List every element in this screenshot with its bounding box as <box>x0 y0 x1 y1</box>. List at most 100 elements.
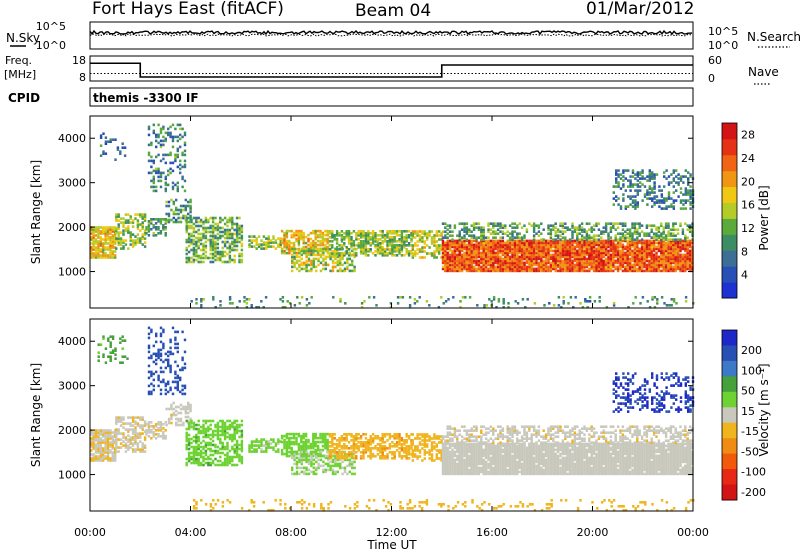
echo-cell <box>202 221 204 224</box>
echo-cell <box>586 258 588 261</box>
echo-cell <box>534 302 536 305</box>
echo-cell <box>148 345 150 348</box>
echo-cell <box>521 226 523 229</box>
echo-cell <box>603 226 605 229</box>
echo-cell <box>217 422 219 425</box>
echo-cell <box>473 234 475 237</box>
echo-cell <box>132 233 134 236</box>
echo-cell <box>672 238 674 241</box>
echo-cell <box>118 416 120 419</box>
echo-cell <box>639 189 641 192</box>
echo-cell <box>360 230 362 233</box>
echo-cell <box>174 154 176 157</box>
echo-cell <box>303 268 305 271</box>
echo-cell <box>599 300 601 303</box>
echo-cell <box>107 246 109 249</box>
echo-cell <box>202 436 204 439</box>
echo-cell <box>148 391 150 394</box>
echo-cell <box>165 383 167 386</box>
echo-cell <box>509 224 511 227</box>
echo-cell <box>444 222 446 225</box>
echo-cell <box>368 296 370 299</box>
echo-cell <box>504 224 506 227</box>
echo-cell <box>293 248 295 251</box>
echo-cell <box>198 428 200 431</box>
echo-cell <box>570 296 572 299</box>
echo-cell <box>193 217 195 220</box>
echo-cell <box>519 256 521 259</box>
echo-cell <box>416 230 418 233</box>
echo-cell <box>169 351 171 354</box>
echo-cell <box>605 240 607 243</box>
echo-cell <box>150 160 152 163</box>
echo-cell <box>118 428 120 431</box>
echo-cell <box>212 217 214 220</box>
echo-cell <box>689 250 691 253</box>
echo-cell <box>514 240 516 243</box>
echo-cell <box>679 238 681 241</box>
echo-cell <box>153 130 155 133</box>
echo-cell <box>118 219 120 222</box>
echo-cell <box>363 300 365 303</box>
echo-cell <box>212 420 214 423</box>
echo-cell <box>200 450 202 453</box>
echo-cell <box>543 260 545 263</box>
echo-cell <box>165 429 167 432</box>
echo-cell <box>114 254 116 257</box>
echo-cell <box>205 442 207 445</box>
echo-cell <box>684 222 686 225</box>
echo-cell <box>651 197 653 200</box>
echo-cell <box>389 236 391 239</box>
echo-cell <box>391 236 393 239</box>
echo-cell <box>162 126 164 129</box>
echo-cell <box>134 239 136 242</box>
echo-cell <box>165 182 167 185</box>
echo-cell <box>349 258 351 261</box>
echo-cell <box>102 226 104 229</box>
echo-cell <box>165 132 167 135</box>
echo-cell <box>98 351 100 354</box>
echo-cell <box>451 250 453 253</box>
echo-cell <box>394 254 396 257</box>
echo-cell <box>226 241 228 244</box>
echo-cell <box>545 240 547 243</box>
echo-cell <box>637 189 639 192</box>
echo-cell <box>632 199 634 202</box>
echo-cell <box>205 245 207 248</box>
echo-cell <box>653 173 655 176</box>
echo-cell <box>130 436 132 439</box>
echo-cell <box>426 252 428 255</box>
echo-cell <box>148 377 150 380</box>
echo-cell <box>559 222 561 225</box>
echo-cell <box>396 240 398 243</box>
echo-cell <box>160 381 162 384</box>
echo-cell <box>168 205 170 208</box>
echo-cell <box>538 240 540 243</box>
echo-cell <box>663 226 665 229</box>
echo-cell <box>95 238 97 241</box>
echo-cell <box>132 428 134 431</box>
echo-cell <box>222 251 224 254</box>
echo-cell <box>377 238 379 241</box>
echo-cell <box>210 462 212 465</box>
echo-cell <box>447 224 449 227</box>
echo-cell <box>224 446 226 449</box>
echo-cell <box>150 228 152 231</box>
echo-cell <box>170 414 172 417</box>
echo-cell <box>610 226 612 229</box>
echo-cell <box>444 234 446 237</box>
echo-cell <box>195 298 197 301</box>
echo-cell <box>195 458 197 461</box>
echo-cell <box>588 222 590 225</box>
echo-cell <box>599 296 601 299</box>
echo-cell <box>324 244 326 247</box>
echo-cell <box>190 219 192 222</box>
echo-cell <box>177 351 179 354</box>
echo-cell <box>431 236 433 239</box>
echo-cell <box>291 234 293 237</box>
echo-cell <box>179 391 181 394</box>
echo-cell <box>139 229 141 232</box>
echo-cell <box>222 219 224 222</box>
echo-cell <box>109 429 111 432</box>
